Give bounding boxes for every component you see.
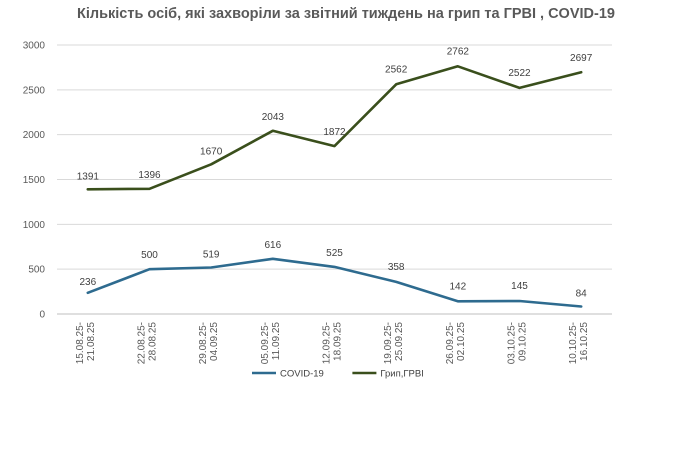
data-label: 1391 bbox=[77, 171, 100, 182]
y-tick-label: 1000 bbox=[23, 220, 46, 231]
x-tick-label: 21.08.25 bbox=[86, 322, 97, 361]
x-tick-label: 02.10.25 bbox=[456, 322, 467, 361]
data-label: 1396 bbox=[138, 170, 161, 181]
legend-label: COVID-19 bbox=[280, 369, 324, 380]
y-tick-label: 3000 bbox=[23, 41, 46, 52]
x-tick-label: 22.08.25- bbox=[137, 322, 148, 364]
x-tick-label: 10.10.25- bbox=[568, 322, 579, 364]
data-label: 236 bbox=[79, 277, 96, 288]
x-axis: 15.08.25- 21.08.25 22.08.25- 28.08.25 29.08.… bbox=[75, 322, 590, 365]
y-axis: 0 500 1000 1500 2000 2500 3000 bbox=[23, 41, 46, 321]
y-tick-label: 0 bbox=[39, 310, 45, 321]
data-label: 519 bbox=[203, 249, 220, 260]
data-label: 2697 bbox=[570, 53, 593, 64]
data-label: 358 bbox=[388, 262, 405, 273]
y-tick-label: 500 bbox=[28, 265, 45, 276]
y-tick-label: 1500 bbox=[23, 175, 46, 186]
data-label: 525 bbox=[326, 248, 343, 259]
y-tick-label: 2000 bbox=[23, 130, 46, 141]
x-tick-label: 16.10.25 bbox=[579, 322, 590, 361]
data-label: 616 bbox=[264, 240, 281, 251]
x-tick-label: 11.09.25 bbox=[271, 322, 282, 361]
data-label: 2522 bbox=[508, 68, 531, 79]
data-label: 2762 bbox=[447, 46, 470, 57]
series-line-flu bbox=[86, 65, 583, 191]
x-tick-label: 25.09.25 bbox=[394, 322, 405, 361]
data-labels: 236 500 519 616 525 358 142 145 84 1391 1396 1670 20… bbox=[77, 46, 593, 299]
x-tick-label: 29.08.25- bbox=[198, 322, 209, 364]
data-label: 2562 bbox=[385, 64, 408, 75]
y-tick-label: 2500 bbox=[23, 85, 46, 96]
x-tick-label: 26.09.25- bbox=[445, 322, 456, 364]
data-label: 1872 bbox=[323, 127, 346, 138]
x-tick-label: 05.09.25- bbox=[260, 322, 271, 364]
data-label: 2043 bbox=[262, 112, 285, 123]
data-label: 500 bbox=[141, 250, 158, 261]
x-tick-label: 18.09.25 bbox=[333, 322, 344, 361]
legend-label: Грип,ГРВІ bbox=[380, 369, 423, 380]
x-tick-label: 09.10.25 bbox=[518, 322, 529, 361]
x-tick-label: 15.08.25- bbox=[75, 322, 86, 364]
x-tick-label: 04.09.25 bbox=[209, 322, 220, 361]
x-tick-label: 03.10.25- bbox=[507, 322, 518, 364]
legend: COVID-19 Грип,ГРВІ bbox=[252, 369, 424, 380]
data-label: 142 bbox=[449, 281, 466, 292]
data-label: 1670 bbox=[200, 146, 223, 157]
x-tick-label: 12.09.25- bbox=[322, 322, 333, 364]
series-line-covid bbox=[86, 257, 583, 308]
x-tick-label: 28.08.25 bbox=[148, 322, 159, 361]
x-tick-label: 19.09.25- bbox=[383, 322, 394, 364]
data-label: 145 bbox=[511, 281, 528, 292]
data-label: 84 bbox=[576, 288, 588, 299]
chart-title: Кількість осіб, які захворіли за звітний… bbox=[77, 6, 615, 22]
series-lines bbox=[86, 65, 583, 308]
gridlines bbox=[57, 44, 612, 315]
